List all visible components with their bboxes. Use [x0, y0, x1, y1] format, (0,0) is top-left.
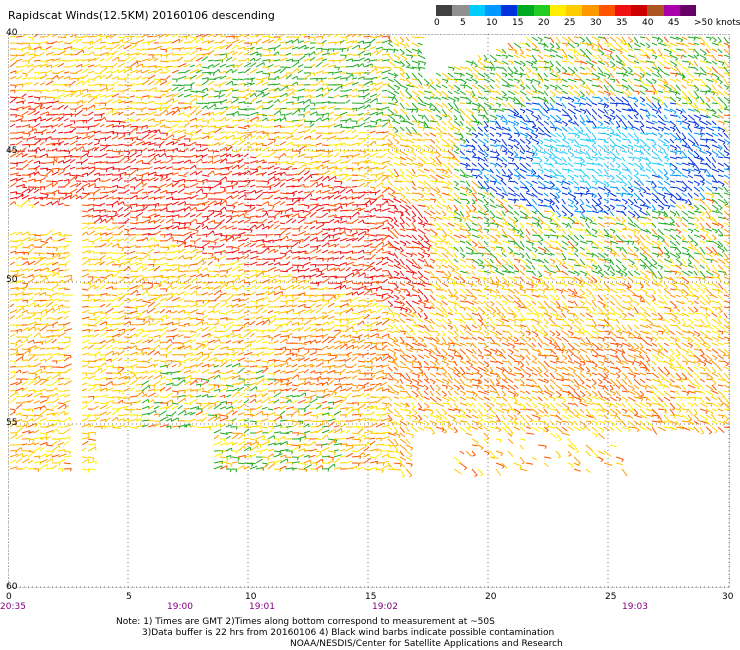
scale-label: 25 [564, 18, 576, 28]
scale-segment [549, 5, 566, 16]
color-scale-bar [436, 5, 696, 16]
scale-label: 45 [668, 18, 680, 28]
scale-label: 20 [538, 18, 550, 28]
map-notes: Note: 1) Times are GMT 2)Times along bot… [116, 617, 563, 650]
time-label-3: 19:02 [372, 602, 398, 612]
scale-label: >50 knots [694, 18, 740, 28]
lon-label-25: 25 [605, 592, 617, 602]
lon-label-5: 5 [126, 592, 132, 602]
scale-segment [452, 5, 469, 16]
lon-label-10: 10 [245, 592, 257, 602]
scale-label: 15 [512, 18, 524, 28]
lat-label-55: 55 [6, 418, 18, 428]
wind-speed-color-scale: 0 5 10 15 20 25 30 35 40 45 >50 knots [434, 5, 740, 28]
scale-label: 5 [460, 18, 466, 28]
scale-segment [517, 5, 534, 16]
scale-label: 40 [642, 18, 654, 28]
scale-segment [647, 5, 664, 16]
wind-map-canvas [8, 34, 730, 588]
scale-label: 10 [486, 18, 498, 28]
scale-label: 35 [616, 18, 628, 28]
scale-segment [436, 5, 453, 16]
lat-label-40: 40 [6, 28, 18, 38]
lat-label-45: 45 [6, 146, 18, 156]
color-scale-labels: 0 5 10 15 20 25 30 35 40 45 >50 knots [434, 16, 740, 28]
wind-barbs [9, 34, 730, 478]
scale-label: 0 [434, 18, 440, 28]
time-label-2: 19:01 [249, 602, 275, 612]
lon-label-15: 15 [365, 592, 377, 602]
time-label-1: 19:00 [167, 602, 193, 612]
lat-label-60: 60 [6, 582, 18, 592]
scale-segment [582, 5, 599, 16]
scale-segment [614, 5, 631, 16]
scale-segment [501, 5, 518, 16]
scale-label: 30 [590, 18, 602, 28]
time-label-0: 20:35 [0, 602, 26, 612]
lon-label-0: 0 [6, 592, 12, 602]
time-label-4: 19:03 [622, 602, 648, 612]
scale-segment [566, 5, 583, 16]
scale-segment [468, 5, 485, 16]
scale-segment [598, 5, 615, 16]
note-line-2: 3)Data buffer is 22 hrs from 20160106 4)… [142, 628, 555, 638]
scale-segment [663, 5, 680, 16]
wind-barb-map [8, 34, 730, 588]
scale-segment [533, 5, 550, 16]
lon-label-20: 20 [485, 592, 497, 602]
lon-label-30: 30 [722, 592, 734, 602]
scale-segment [631, 5, 648, 16]
scale-segment [484, 5, 501, 16]
lat-label-50: 50 [6, 275, 18, 285]
scale-segment [679, 5, 696, 16]
map-title: Rapidscat Winds(12.5KM) 20160106 descend… [8, 9, 275, 22]
note-line-1: Note: 1) Times are GMT 2)Times along bot… [116, 617, 495, 627]
note-line-3: NOAA/NESDIS/Center for Satellite Applica… [290, 639, 563, 649]
